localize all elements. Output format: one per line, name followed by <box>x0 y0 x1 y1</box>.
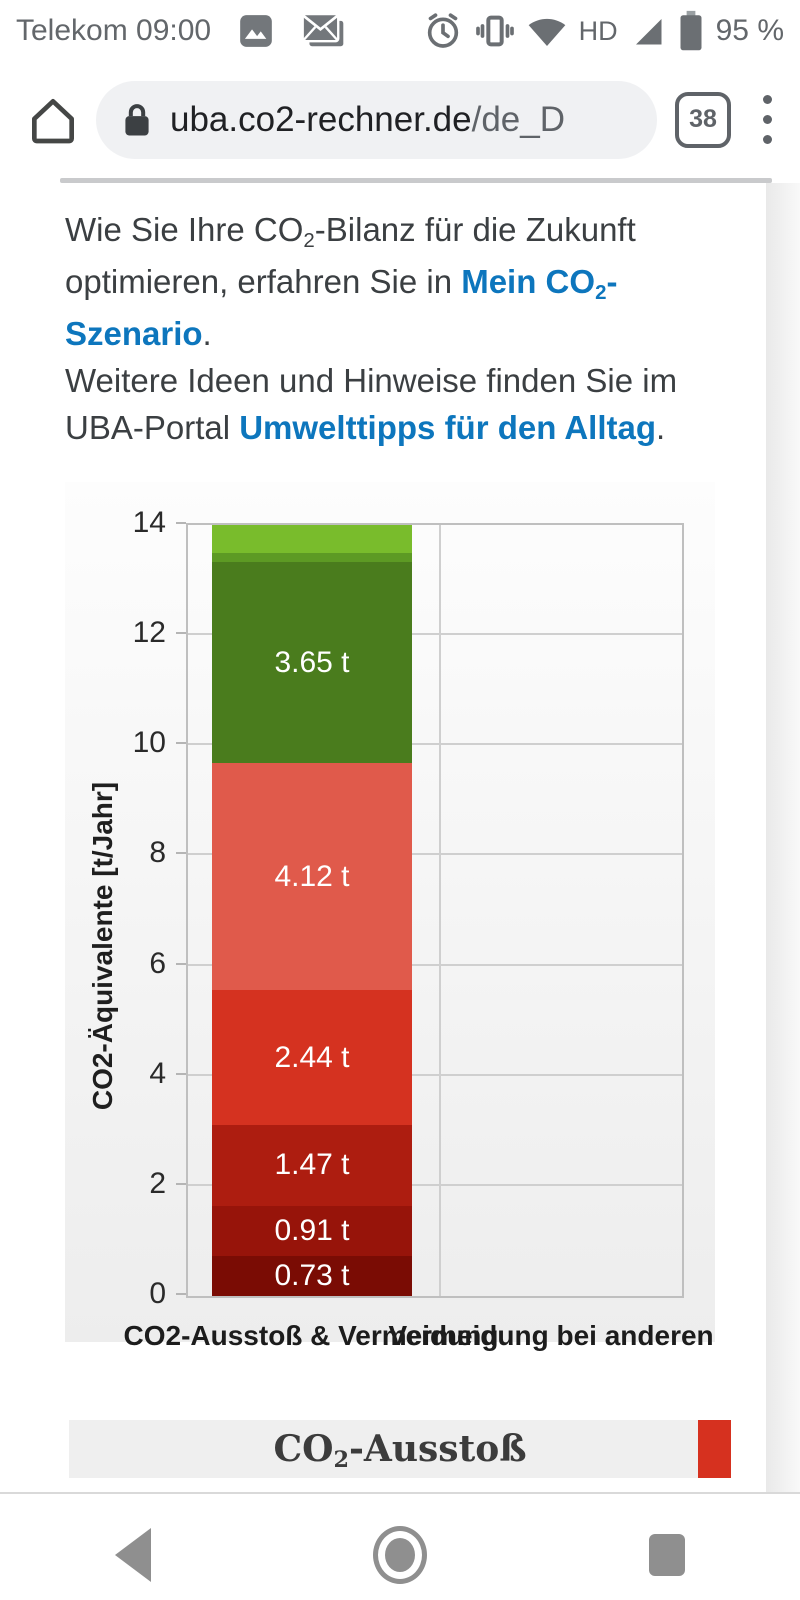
gridline <box>188 1073 682 1076</box>
alarm-icon <box>423 11 463 51</box>
y-tick-label: 8 <box>149 836 166 870</box>
legend-label: CO2-Ausstoß <box>273 1428 527 1474</box>
bar-segment <box>211 552 413 563</box>
y-tick-mark <box>176 1072 186 1075</box>
text-link[interactable]: 2 <box>595 280 607 304</box>
signal-icon <box>630 13 666 49</box>
y-axis-ticks: 0 2 4 6 8 10 12 14 <box>65 506 186 1310</box>
x-axis-label: CO2-Ausstoß & Vermeidung <box>123 1320 499 1351</box>
bar-segment-value: 0.73 t <box>274 1258 350 1292</box>
bar-segment-value: 1.47 t <box>274 1148 350 1182</box>
battery-icon <box>678 10 704 52</box>
tab-switcher-button[interactable]: 38 <box>675 91 731 148</box>
stacked-bar: 3.65 t 4.12 t 2.44 t 1.47 t 0.91 t 0.73 t <box>211 525 413 1296</box>
article-text: Wie Sie Ihre CO2-Bilanz für die Zukunft o… <box>65 211 678 446</box>
status-bar: Telekom 09:00 <box>0 0 800 62</box>
y-tick-mark <box>176 962 186 965</box>
android-navigation-bar <box>0 1494 800 1600</box>
plot-area: 3.65 t 4.12 t 2.44 t 1.47 t 0.91 t 0.73 t <box>186 523 684 1298</box>
text-link[interactable]: Szenario <box>65 315 203 352</box>
bar-segment: 4.12 t <box>211 763 413 991</box>
photo-notification-icon <box>237 12 275 50</box>
bar-segment: 0.91 t <box>211 1205 413 1256</box>
gridline <box>188 633 682 636</box>
url-path: /de_D <box>471 99 566 139</box>
text-link[interactable]: Umwelttipps für den Alltag <box>239 409 657 446</box>
y-tick-mark <box>176 1182 186 1185</box>
text-link[interactable]: Mein CO <box>461 263 596 300</box>
co2-chart: CO2-Äquivalente [t/Jahr] 0 2 4 6 8 10 12 14 3.6… <box>65 482 715 1351</box>
y-tick-label: 6 <box>149 946 166 980</box>
chart-legend-item-co2-ausstoss[interactable]: CO2-Ausstoß <box>69 1420 731 1478</box>
x-axis-label: Vermeidung bei anderen <box>388 1320 714 1351</box>
home-circle-icon <box>373 1526 427 1584</box>
browser-home-button[interactable] <box>22 89 84 151</box>
lock-icon <box>122 103 152 137</box>
bar-segment: 2.44 t <box>211 990 413 1125</box>
text-link[interactable]: - <box>606 263 618 300</box>
back-icon <box>115 1528 152 1582</box>
section-divider <box>60 178 772 183</box>
url-domain: uba.co2-rechner.de <box>170 99 472 139</box>
y-tick-mark <box>176 852 186 855</box>
gridline <box>188 743 682 746</box>
y-tick-label: 14 <box>132 506 166 539</box>
content-bottom-divider <box>0 1492 800 1494</box>
carrier-time-label: Telekom 09:00 <box>16 14 212 47</box>
browser-menu-button[interactable] <box>757 89 778 150</box>
y-tick-mark <box>176 742 186 745</box>
battery-percent-label: 95 % <box>715 14 784 47</box>
y-tick-mark <box>176 632 186 635</box>
y-tick-label: 4 <box>149 1056 166 1090</box>
back-button[interactable] <box>0 1512 267 1582</box>
y-tick-label: 0 <box>149 1277 166 1310</box>
gridline <box>188 1183 682 1186</box>
category-separator-line <box>438 525 441 1296</box>
gridline <box>188 853 682 856</box>
y-tick-label: 12 <box>132 616 166 650</box>
url-text: uba.co2-rechner.de/de_D <box>170 100 565 140</box>
browser-toolbar: uba.co2-rechner.de/de_D 38 <box>0 62 800 177</box>
home-button[interactable] <box>267 1510 534 1584</box>
legend-color-swatch <box>698 1420 731 1478</box>
bar-segment-value: 2.44 t <box>274 1040 350 1074</box>
bar-segment: 0.73 t <box>211 1255 413 1296</box>
y-tick-label: 2 <box>149 1166 166 1200</box>
page-edge-shade <box>766 183 800 1492</box>
address-bar[interactable]: uba.co2-rechner.de/de_D <box>96 80 657 159</box>
recents-square-icon <box>648 1534 685 1576</box>
bar-segment: 1.47 t <box>211 1124 413 1206</box>
bar-segment-value: 4.12 t <box>274 859 350 893</box>
bar-segment-value: 0.91 t <box>274 1213 350 1247</box>
bar-segment-value: 3.65 t <box>274 645 350 679</box>
vibrate-icon <box>475 11 515 51</box>
recents-button[interactable] <box>533 1518 800 1576</box>
x-axis-labels: CO2-Ausstoß & Vermeidung Vermeidung bei a… <box>124 1308 714 1351</box>
wifi-icon <box>527 14 567 48</box>
gridline <box>188 963 682 966</box>
y-tick-mark <box>176 522 186 524</box>
bar-segment <box>211 525 413 553</box>
y-tick-mark <box>176 1293 186 1295</box>
y-tick-label: 10 <box>132 726 166 760</box>
bar-segment: 3.65 t <box>211 562 413 764</box>
hd-indicator: HD <box>578 15 618 46</box>
email-notification-icon <box>301 12 345 50</box>
tab-count: 38 <box>689 105 717 133</box>
